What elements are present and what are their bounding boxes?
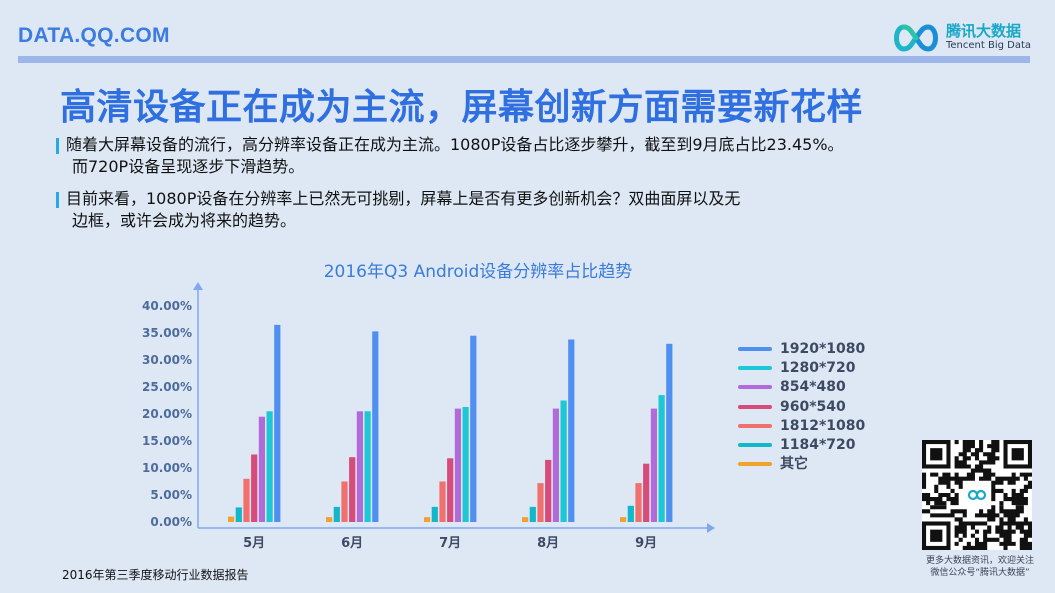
bar (341, 481, 348, 522)
logo-chinese-text: 腾讯大数据 (946, 22, 1022, 40)
bar (666, 343, 673, 522)
bar (447, 458, 454, 522)
bar (470, 335, 477, 522)
x-tick-label: 5月 (243, 536, 265, 551)
bar (364, 411, 371, 522)
qr-code (922, 440, 1032, 550)
paragraph-marker (56, 192, 59, 208)
x-axis-arrow (707, 523, 715, 533)
bar (424, 517, 431, 522)
y-tick-label: 5.00% (150, 488, 192, 502)
bar (522, 517, 529, 522)
paragraph-1-line-2: 而720P设备呈现逐步下滑趋势。 (72, 157, 305, 176)
bar (228, 516, 235, 522)
y-tick-label: 40.00% (142, 299, 192, 313)
qr-code-image (922, 440, 1032, 550)
tencent-big-data-logo: 腾讯大数据 Tencent Big Data (890, 20, 1040, 56)
bar (372, 331, 379, 522)
qr-caption-line-2: 微信公众号“腾讯大数据” (930, 568, 1030, 578)
legend-label: 960*540 (780, 398, 846, 415)
bar (650, 408, 657, 522)
logo-english-text: Tencent Big Data (946, 40, 1032, 51)
legend-swatch (738, 462, 772, 467)
legend-swatch (738, 423, 772, 428)
legend-swatch (738, 347, 772, 351)
bar (274, 324, 281, 522)
legend-swatch (738, 404, 772, 409)
page-title: 高清设备正在成为主流，屏幕创新方面需要新花样 (60, 87, 864, 128)
legend-label: 1184*720 (780, 436, 856, 453)
y-tick-label: 25.00% (142, 380, 192, 394)
paragraph-2: 目前来看，1080P设备在分辨率上已然无可挑剔，屏幕上是否有更多创新机会？双曲面… (56, 188, 741, 232)
chart-title: 2016年Q3 Android设备分辨率占比趋势 (323, 262, 633, 282)
legend-swatch (738, 442, 772, 447)
y-tick-label: 30.00% (142, 353, 192, 367)
paragraph-2-line-2: 边框，或许会成为将来的趋势。 (72, 211, 297, 230)
x-tick-label: 7月 (439, 536, 461, 551)
legend-label: 其它 (780, 456, 808, 473)
legend-swatch (738, 385, 772, 390)
bar (529, 506, 536, 522)
report-footer: 2016年第三季度移动行业数据报告 (62, 568, 249, 582)
bar (349, 457, 356, 522)
paragraph-1: 随着大屏幕设备的流行，高分辨率设备正在成为主流。1080P设备占比逐步攀升，截至… (56, 134, 844, 178)
x-tick-label: 6月 (341, 536, 363, 551)
y-tick-label: 35.00% (142, 326, 192, 340)
bar (545, 459, 552, 522)
paragraph-marker (56, 138, 59, 154)
y-tick-label: 20.00% (142, 407, 192, 421)
bar (251, 454, 258, 522)
y-tick-label: 0.00% (150, 515, 192, 529)
bar (333, 506, 340, 522)
bar (243, 478, 250, 522)
bar (462, 406, 469, 522)
y-axis-arrow (193, 282, 203, 290)
bar (266, 411, 273, 522)
y-tick-label: 10.00% (142, 461, 192, 475)
paragraph-1-line-1: 随着大屏幕设备的流行，高分辨率设备正在成为主流。1080P设备占比逐步攀升，截至… (66, 135, 844, 154)
legend-label: 854*480 (780, 379, 846, 396)
legend-label: 1812*1080 (780, 417, 866, 434)
bar (627, 505, 634, 522)
bar (537, 483, 544, 522)
qr-caption-line-1: 更多大数据资讯，欢迎关注 (925, 556, 1034, 566)
bar (431, 506, 438, 522)
bar (568, 339, 575, 522)
bar (235, 507, 242, 522)
bar (552, 408, 559, 522)
bar (560, 400, 567, 522)
y-tick-label: 15.00% (142, 434, 192, 448)
qr-caption: 更多大数据资讯，欢迎关注 微信公众号“腾讯大数据” (920, 555, 1040, 579)
site-url: DATA.QQ.COM (18, 24, 170, 47)
bar (356, 411, 363, 522)
x-tick-label: 8月 (537, 536, 559, 551)
legend-label: 1280*720 (780, 360, 856, 377)
bar (643, 463, 650, 522)
x-tick-label: 9月 (635, 536, 657, 551)
infinity-logo-icon (894, 24, 938, 52)
bar (635, 483, 642, 522)
bar (326, 517, 333, 522)
bar (258, 416, 265, 522)
bar (439, 481, 446, 522)
bar (620, 517, 627, 522)
header-divider (18, 56, 1030, 63)
paragraph-2-line-1: 目前来看，1080P设备在分辨率上已然无可挑剔，屏幕上是否有更多创新机会？双曲面… (66, 189, 741, 208)
legend-label: 1920*1080 (780, 341, 866, 357)
legend-swatch (738, 366, 772, 371)
bar-chart: 0.00% 5.00% 10.00% 15.00% 20.00% 25.00% 30.00%… (142, 282, 715, 551)
bar (658, 395, 665, 522)
bar (454, 408, 461, 522)
